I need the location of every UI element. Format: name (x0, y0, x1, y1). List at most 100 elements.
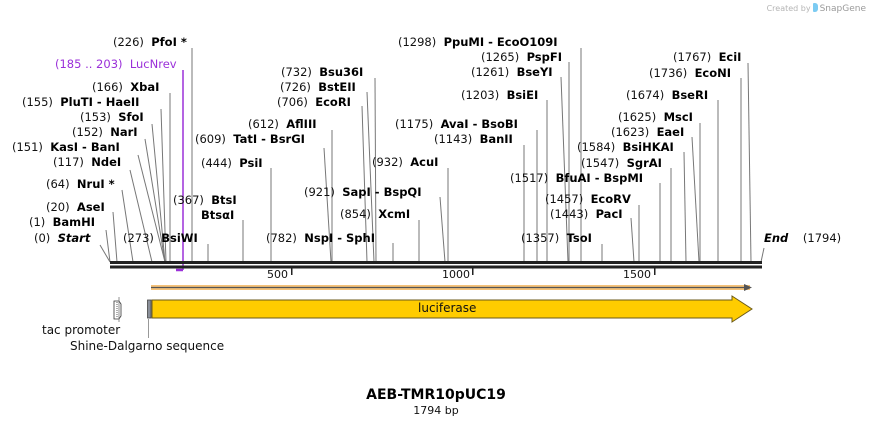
dna-strand-bottom (110, 265, 762, 269)
site-name: MscI (663, 110, 693, 124)
site-name: EaeI (656, 125, 685, 139)
luciferase-feature[interactable] (151, 295, 753, 323)
site-name: EcoNI (694, 66, 732, 80)
site-position: (1143) (434, 132, 473, 146)
site-name: EcoRI (315, 95, 351, 109)
primer-label-lucnrev[interactable]: (185 .. 203) LucNrev (55, 57, 177, 71)
site-name: AflIII (286, 117, 317, 131)
site-label[interactable]: (153) SfoI (80, 110, 144, 124)
site-name: SapI - BspQI (342, 185, 422, 199)
created-by-text: Created by (766, 4, 811, 13)
site-position: (706) (277, 95, 308, 109)
site-position: (609) (195, 132, 226, 146)
start-position: (0) (34, 231, 51, 245)
site-label[interactable]: (726) BstEII (280, 80, 356, 94)
site-position: (444) (201, 156, 232, 170)
site-position: (854) (340, 207, 371, 221)
site-label[interactable]: (1203) BsiEI (461, 88, 538, 102)
site-label[interactable]: (609) TatI - BsrGI (195, 132, 305, 146)
site-position: (1443) (550, 207, 589, 221)
tac-promoter-feature[interactable] (113, 297, 122, 322)
site-label[interactable]: (367) BtsI (173, 193, 237, 207)
site-label[interactable]: (117) NdeI (53, 155, 121, 169)
site-position: (932) (372, 155, 403, 169)
site-label[interactable]: (1357) TsoI (521, 231, 592, 245)
site-name: NruI * (76, 177, 115, 191)
ruler-tick-label: 500 (267, 268, 288, 281)
site-position: (1736) (649, 66, 688, 80)
site-label[interactable]: (1265) PspFI (481, 50, 562, 64)
site-name: BsiHKAI (622, 140, 674, 154)
site-label[interactable]: (1143) BanII (434, 132, 513, 146)
site-label[interactable]: (1767) EciI (673, 50, 741, 64)
site-name: BstEII (318, 80, 356, 94)
site-name: BsiEI (506, 88, 539, 102)
site-label[interactable]: (921) SapI - BspQI (304, 185, 421, 199)
site-position: (1625) (618, 110, 657, 124)
site-name: BtsI (211, 193, 237, 207)
site-label[interactable]: (226) PfoI * (113, 35, 187, 49)
dna-strand-top (110, 261, 762, 264)
site-position: (367) (173, 193, 204, 207)
site-label[interactable]: (166) XbaI (92, 80, 159, 94)
site-label[interactable]: (1674) BseRI (626, 88, 708, 102)
site-label[interactable]: (932) AcuI (372, 155, 438, 169)
site-label[interactable]: (155) PluTI - HaeII (22, 95, 139, 109)
shine-dalgarno-feature[interactable] (147, 299, 152, 319)
site-position: (151) (12, 140, 43, 154)
site-label[interactable]: (854) XcmI (340, 207, 410, 221)
site-label[interactable]: (151) KasI - BanI (12, 140, 120, 154)
site-name: BseYI (516, 65, 553, 79)
site-name: PluTI - HaeII (60, 95, 140, 109)
site-label[interactable]: (1175) AvaI - BsoBI (395, 117, 518, 131)
site-position: (732) (281, 65, 312, 79)
site-name: NdeI (91, 155, 122, 169)
site-label[interactable]: (732) Bsu36I (281, 65, 363, 79)
site-label[interactable]: (1547) SgrAI (581, 156, 662, 170)
site-label[interactable]: (1517) BfuAI - BspMI (510, 171, 643, 185)
site-label[interactable]: (152) NarI (72, 125, 138, 139)
site-label[interactable]: (20) AseI (46, 200, 105, 214)
site-name: PsiI (239, 156, 263, 170)
site-label[interactable]: (273) BsiWI (123, 231, 198, 245)
site-label[interactable]: BtsαI (201, 208, 234, 222)
site-position: (726) (280, 80, 311, 94)
site-name: EcoRV (590, 192, 631, 206)
ruler-ticks (291, 268, 656, 275)
site-label[interactable]: (1584) BsiHKAI (577, 140, 674, 154)
snapgene-text: SnapGene (819, 4, 866, 14)
site-label[interactable]: (1298) PpuMI - EcoO109I (398, 35, 558, 49)
site-label[interactable]: (64) NruI * (46, 177, 115, 191)
site-position: (1261) (471, 65, 510, 79)
site-name: NspI - SphI (304, 231, 375, 245)
site-label[interactable]: (444) PsiI (201, 156, 263, 170)
start-label: (0) Start (34, 231, 90, 245)
orf-arrowhead (744, 284, 752, 291)
site-label[interactable]: (1261) BseYI (471, 65, 553, 79)
site-name: XcmI (378, 207, 411, 221)
site-label[interactable]: (782) NspI - SphI (266, 231, 375, 245)
site-name: BanII (479, 132, 513, 146)
site-label[interactable]: (1) BamHI (29, 215, 95, 229)
site-position: (1175) (395, 117, 434, 131)
site-position: (1265) (481, 50, 520, 64)
site-name: Bsu36I (319, 65, 364, 79)
site-label[interactable]: (1736) EcoNI (649, 66, 731, 80)
site-position: (153) (80, 110, 111, 124)
site-name: BseRI (671, 88, 709, 102)
site-label[interactable]: (1623) EaeI (611, 125, 684, 139)
site-label[interactable]: (1457) EcoRV (545, 192, 631, 206)
end-position: (1794) (802, 231, 842, 245)
site-label[interactable]: (1625) MscI (618, 110, 693, 124)
site-label[interactable]: (1443) PacI (550, 207, 623, 221)
site-name: EciI (718, 50, 742, 64)
site-name: PacI (595, 207, 623, 221)
site-name: PspFI (526, 50, 563, 64)
end-name: End (764, 231, 789, 245)
site-label[interactable]: (612) AflIII (248, 117, 317, 131)
site-position: (1623) (611, 125, 650, 139)
site-name: BamHI (52, 215, 96, 229)
tac-promoter-label: tac promoter (42, 323, 121, 337)
site-label[interactable]: (706) EcoRI (277, 95, 351, 109)
